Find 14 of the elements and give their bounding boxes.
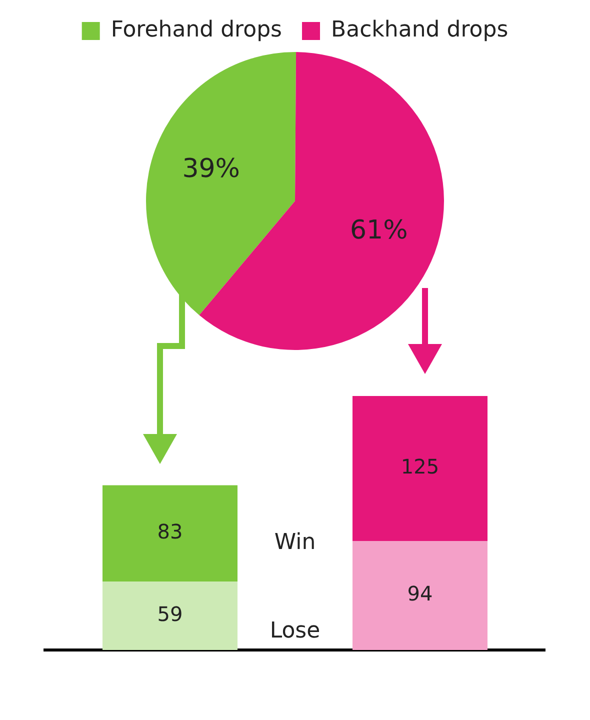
legend-label: Backhand drops — [331, 18, 508, 43]
data-label: 39% — [182, 154, 240, 184]
data-label: 94 — [407, 582, 433, 606]
data-label: 83 — [157, 520, 183, 544]
bar — [352, 396, 488, 541]
data-label: 125 — [400, 454, 440, 479]
data-label: 61% — [350, 216, 408, 246]
series-label: Lose — [270, 618, 320, 644]
data-label: 59 — [157, 602, 183, 626]
bar — [102, 582, 238, 650]
series-label: Win — [274, 530, 316, 556]
bar — [352, 540, 488, 650]
legend-label: Forehand drops — [110, 18, 282, 43]
bar — [102, 485, 238, 582]
